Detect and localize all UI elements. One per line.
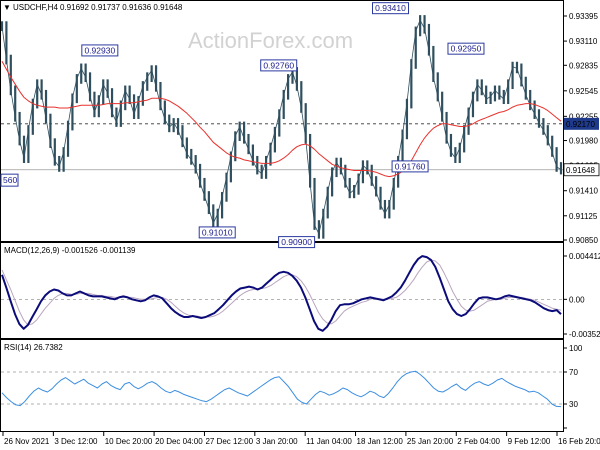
x-tick-label: 18 Jan 12:00	[357, 437, 404, 446]
x-tick-label: 10 Dec 20:00	[105, 437, 153, 446]
x-tick-label: 26 Nov 2021	[4, 437, 50, 446]
rsi-panel	[0, 339, 564, 432]
price-line	[1, 19, 562, 235]
x-tick-label: 3 Jan 20:00	[256, 437, 298, 446]
dropdown-arrow-icon[interactable]: ▼	[3, 3, 11, 12]
price-annotation-box	[260, 59, 298, 72]
symbol-label: USDCHF,H4	[13, 3, 58, 12]
price-tick-label: 0.91980	[569, 137, 598, 146]
x-tick-label: 3 Dec 12:00	[54, 437, 98, 446]
x-tick-label: 16 Feb 20:00	[558, 437, 600, 446]
macd-tick-label: -0.003528	[569, 330, 600, 339]
current-price-box	[563, 163, 600, 177]
price-tick-label: 0.91125	[569, 212, 598, 221]
current-price-label: 0.91648	[566, 166, 595, 175]
price-tick-label: 0.92255	[569, 112, 598, 121]
price-tick-label: 0.93110	[569, 37, 598, 46]
rsi-tick-label: 70	[569, 368, 578, 377]
macd-main-line	[1, 255, 562, 332]
price-tick-label: 0.92545	[569, 87, 598, 96]
x-tick-label: 20 Dec 04:00	[155, 437, 203, 446]
x-tick-label: 9 Feb 12:00	[508, 437, 551, 446]
price-annotation-box	[278, 236, 316, 249]
rsi-tick-label: 100	[569, 344, 583, 353]
price-tick-label: 0.90850	[569, 236, 598, 245]
rsi-tick-label: 30	[569, 400, 578, 409]
x-tick-label: 27 Dec 12:00	[205, 437, 253, 446]
macd-tick-label: 0.00	[569, 295, 585, 304]
left-cut-box	[0, 173, 19, 187]
price-annotation-label: 0.90900	[281, 237, 312, 247]
price-annotation-label: 0.92930	[84, 45, 115, 55]
moving-average-line	[1, 61, 562, 178]
x-tick-label: 11 Jan 04:00	[306, 437, 352, 446]
reference-level-label: 0.92170	[566, 120, 595, 129]
price-annotation-box	[372, 2, 410, 15]
price-annotation-box	[81, 44, 119, 57]
price-annotation-label: 0.93410	[375, 3, 406, 13]
price-annotation-box	[391, 160, 429, 173]
price-tick-label: 0.93395	[569, 12, 598, 21]
price-tick-label: 0.91410	[569, 187, 598, 196]
price-annotation-label: 0.91010	[202, 227, 233, 237]
price-tick-label: 0.92835	[569, 61, 598, 70]
watermark: ActionForex.com	[188, 28, 353, 53]
price-annotation-box	[447, 42, 485, 55]
ohlc-readout: 0.91692 0.91737 0.91636 0.91648	[60, 3, 183, 12]
price-annotation-label: 0.92950	[451, 44, 482, 54]
x-tick-label: 25 Jan 20:00	[407, 437, 454, 446]
macd-header: MACD(12,26,9) -0.001526 -0.001139	[4, 246, 136, 255]
left-cut-label: 560	[3, 175, 17, 185]
macd-tick-label: 0.004412	[569, 252, 600, 261]
rsi-header: RSI(14) 26.7382	[4, 343, 63, 352]
rsi-line	[1, 370, 562, 408]
x-tick-label: 2 Feb 04:00	[457, 437, 500, 446]
price-annotation-box	[198, 226, 236, 239]
macd-panel	[0, 242, 564, 339]
price-annotation-label: 0.92760	[263, 60, 294, 70]
price-annotation-label: 0.91760	[395, 161, 426, 171]
reference-level-box	[564, 117, 599, 130]
